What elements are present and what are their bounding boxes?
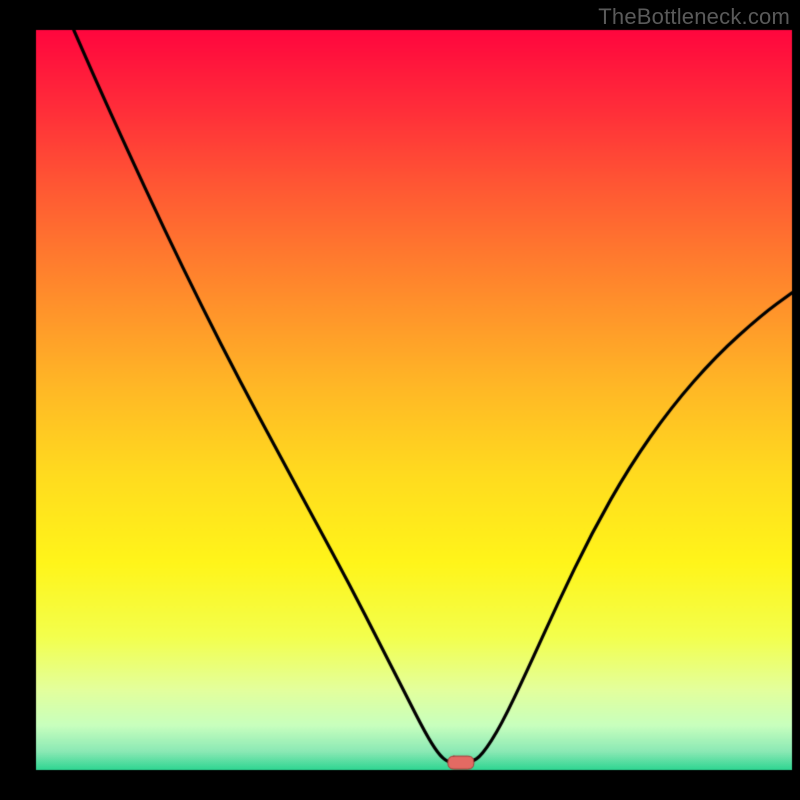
watermark-label: TheBottleneck.com bbox=[598, 4, 790, 30]
bottleneck-chart-canvas bbox=[0, 0, 800, 800]
chart-stage: TheBottleneck.com bbox=[0, 0, 800, 800]
